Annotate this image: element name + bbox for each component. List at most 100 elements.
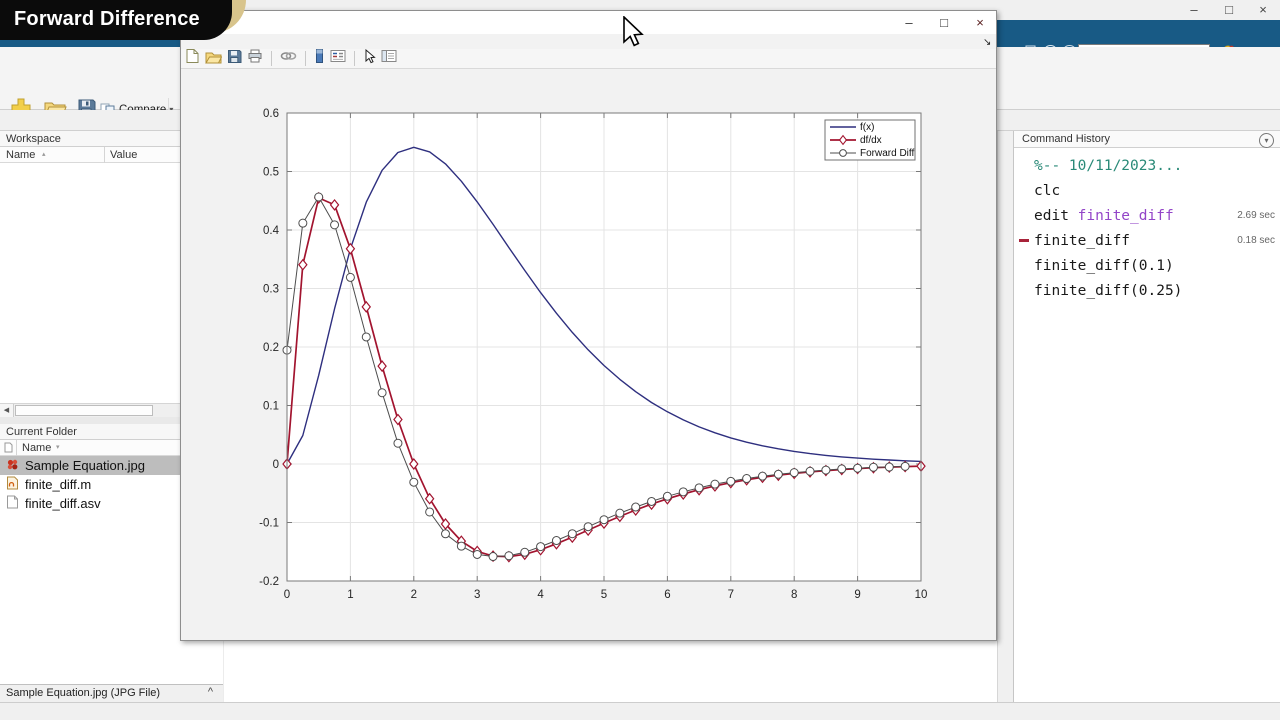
editor-side-strip: x ▾ <box>997 131 1013 702</box>
plot-svg[interactable]: -0.2 -0.1 0 0.1 0.2 0.3 0.4 0.5 0.6 0 1 2 3 4 5 6 7 8 9 10 f… <box>181 69 996 640</box>
sort-descending-icon: ▾ <box>56 444 60 451</box>
svg-text:0: 0 <box>284 589 290 601</box>
column-divider <box>16 440 17 456</box>
history-line[interactable]: finite_diff 0.18 sec <box>1014 228 1280 253</box>
matlab-maximize-button[interactable]: □ <box>1225 2 1233 17</box>
file-details-text: Sample Equation.jpg (JPG File) <box>6 687 161 699</box>
svg-text:Forward Diff: Forward Diff <box>860 148 914 159</box>
history-gutter <box>1014 239 1034 242</box>
history-line[interactable]: finite_diff(0.1) <box>1014 253 1280 278</box>
current-folder-column-header: Name ▾ <box>0 440 223 456</box>
compare-caret-icon[interactable]: ▾ <box>169 105 173 114</box>
print-figure-icon[interactable] <box>247 49 263 68</box>
svg-text:10: 10 <box>915 589 928 601</box>
command-history-body: %-- 10/11/2023... clc edit finite_diff 2… <box>1014 148 1280 303</box>
figure-minimize-button[interactable]: – <box>905 15 913 30</box>
history-command: edit <box>1034 207 1078 224</box>
sort-ascending-icon: ▴ <box>42 151 46 158</box>
toolbar-separator <box>354 51 355 66</box>
workspace-header[interactable]: Workspace <box>0 131 222 147</box>
file-name: finite_diff.asv <box>25 496 101 511</box>
figure-canvas: -0.2 -0.1 0 0.1 0.2 0.3 0.4 0.5 0.6 0 1 2 3 4 5 6 7 8 9 10 f… <box>181 69 996 640</box>
scroll-left-icon[interactable]: ◀ <box>0 404 14 417</box>
svg-text:f(x): f(x) <box>860 122 874 133</box>
svg-text:0.1: 0.1 <box>263 401 279 413</box>
svg-text:0.6: 0.6 <box>263 108 279 120</box>
matlab-minimize-button[interactable]: – <box>1190 2 1198 17</box>
toolbar-separator <box>271 51 272 66</box>
svg-text:0.2: 0.2 <box>263 342 279 354</box>
current-folder-header[interactable]: Current Folder <box>0 424 223 440</box>
figure-maximize-button[interactable]: □ <box>940 15 948 30</box>
title-banner <box>0 0 232 40</box>
history-line[interactable]: edit finite_diff 2.69 sec <box>1014 203 1280 228</box>
workspace-hscrollbar[interactable]: ◀ <box>0 403 223 417</box>
mfile-icon <box>6 476 19 493</box>
svg-text:-0.2: -0.2 <box>259 576 279 588</box>
banner-title: Forward Difference <box>14 8 200 30</box>
column-divider[interactable] <box>104 147 105 163</box>
history-line[interactable]: finite_diff(0.25) <box>1014 278 1280 303</box>
execution-time: 0.18 sec <box>1237 235 1275 246</box>
open-file-icon[interactable] <box>205 49 223 69</box>
current-folder-title: Current Folder <box>6 426 77 438</box>
svg-text:-0.1: -0.1 <box>259 518 279 530</box>
svg-text:7: 7 <box>728 589 734 601</box>
file-name: finite_diff.m <box>25 477 92 492</box>
svg-text:8: 8 <box>791 589 797 601</box>
document-icon <box>6 495 19 512</box>
file-type-column-icon[interactable] <box>4 442 13 456</box>
svg-text:9: 9 <box>854 589 860 601</box>
history-command: finite_diff(0.1) <box>1034 257 1174 274</box>
figure-close-button[interactable]: × <box>976 15 984 30</box>
file-name: Sample Equation.jpg <box>25 458 145 473</box>
matlab-close-button[interactable]: × <box>1259 2 1267 17</box>
file-row-sample-equation[interactable]: Sample Equation.jpg <box>0 456 223 475</box>
collapse-details-icon[interactable]: ^ <box>207 686 213 698</box>
history-line[interactable]: %-- 10/11/2023... <box>1014 153 1280 178</box>
new-figure-icon[interactable] <box>185 48 200 69</box>
svg-text:0.3: 0.3 <box>263 284 279 296</box>
figure-window: – □ × File Edit View Insert Tools Deskto… <box>180 10 997 641</box>
scrollbar-thumb[interactable] <box>15 405 153 416</box>
svg-text:0.5: 0.5 <box>263 167 279 179</box>
status-bar: ▴ <box>0 702 1280 720</box>
current-folder-name-column[interactable]: Name <box>22 442 52 454</box>
toolbar-separator <box>305 51 306 66</box>
svg-text:df/dx: df/dx <box>860 135 882 146</box>
insert-colorbar-icon[interactable] <box>314 48 325 69</box>
history-command-arg: finite_diff <box>1077 207 1174 224</box>
workspace-value-column[interactable]: Value <box>110 149 138 161</box>
svg-text:0.4: 0.4 <box>263 225 280 237</box>
file-row-finite-diff-asv[interactable]: finite_diff.asv <box>0 494 223 513</box>
svg-text:2: 2 <box>411 589 417 601</box>
command-history-header[interactable]: Command History ▾ <box>1014 131 1280 148</box>
execution-time: 2.69 sec <box>1237 210 1275 221</box>
edit-plot-arrow-icon[interactable] <box>363 48 376 69</box>
svg-text:6: 6 <box>664 589 670 601</box>
property-editor-icon[interactable] <box>381 49 397 68</box>
error-marker <box>1019 239 1029 242</box>
panel-gap <box>0 417 223 424</box>
file-row-finite-diff-m[interactable]: finite_diff.m <box>0 475 223 494</box>
history-command: finite_diff(0.25) <box>1034 282 1183 299</box>
history-command: clc <box>1034 182 1061 199</box>
workspace-column-header: Name ▴ Value <box>0 147 223 163</box>
workspace-name-column[interactable]: Name <box>6 149 36 161</box>
insert-legend-icon[interactable] <box>330 49 346 68</box>
command-history-panel: Command History ▾ %-- 10/11/2023... clc … <box>1013 131 1280 702</box>
dock-figure-icon[interactable]: ↘ <box>983 37 992 48</box>
history-line[interactable]: clc <box>1014 178 1280 203</box>
file-details-bar[interactable]: Sample Equation.jpg (JPG File) ^ <box>0 684 223 702</box>
svg-text:0: 0 <box>273 459 279 471</box>
svg-text:1: 1 <box>347 589 353 601</box>
svg-text:3: 3 <box>474 589 480 601</box>
svg-text:4: 4 <box>537 589 544 601</box>
history-menu-icon[interactable]: ▾ <box>1259 133 1274 148</box>
figure-titlebar[interactable]: – □ × <box>181 11 996 34</box>
save-figure-icon[interactable] <box>227 49 242 69</box>
link-plot-icon[interactable] <box>280 49 297 68</box>
svg-text:5: 5 <box>601 589 607 601</box>
figure-toolbar <box>181 48 996 69</box>
workspace-title: Workspace <box>6 133 61 145</box>
